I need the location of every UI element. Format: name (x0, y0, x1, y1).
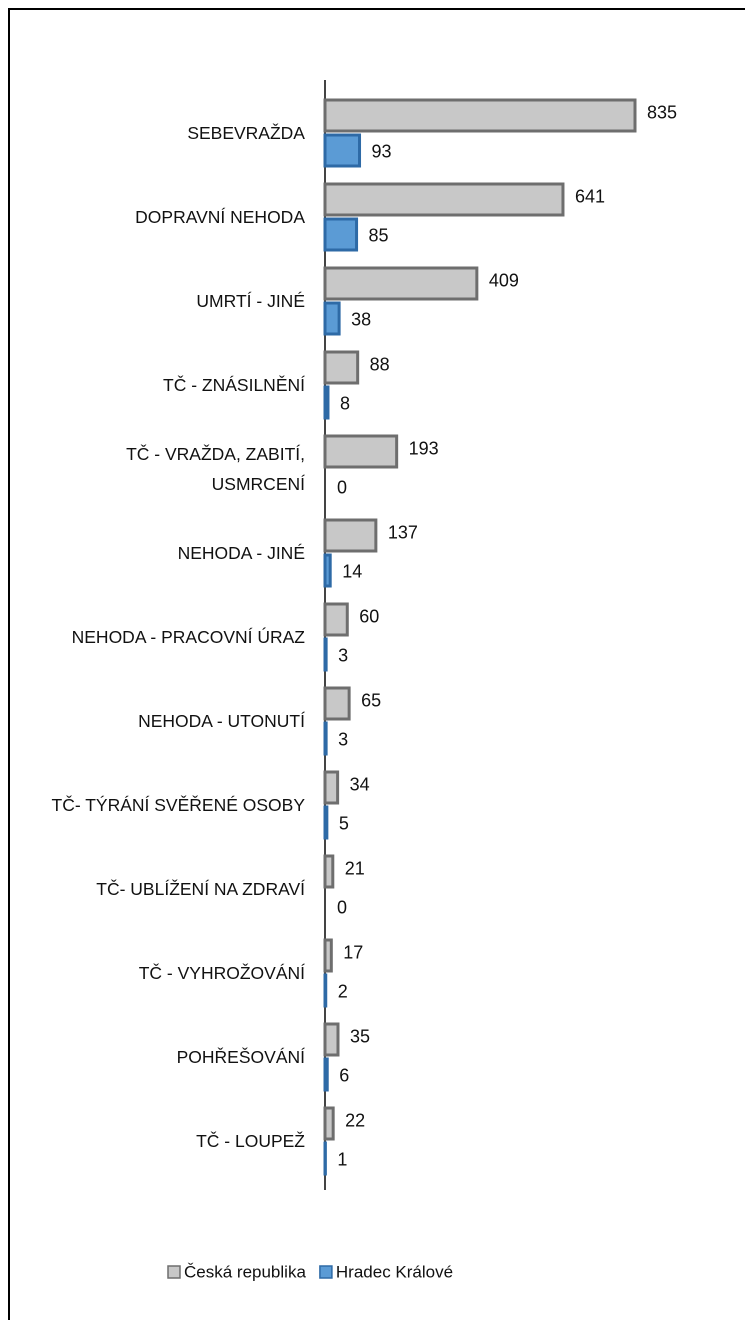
value-label: 409 (489, 270, 519, 290)
bar (323, 854, 335, 889)
bar (323, 637, 328, 672)
value-label: 3 (338, 645, 348, 665)
category-label: TČ - VRAŽDA, ZABITÍ, USMRCENÍ (126, 444, 305, 494)
value-label: 835 (647, 102, 677, 122)
frame (8, 8, 745, 1320)
category-label: TČ- TÝRÁNÍ SVĚŘENÉ OSOBY (51, 795, 305, 815)
category-label: POHŘEŠOVÁNÍ (176, 1047, 305, 1067)
bar (323, 938, 333, 973)
bar (323, 98, 637, 133)
value-label: 38 (351, 309, 371, 329)
value-label: 0 (337, 897, 347, 917)
bar (323, 434, 399, 469)
legend-label: Hradec Králové (336, 1262, 453, 1281)
bar (323, 1057, 329, 1092)
value-label: 85 (369, 225, 389, 245)
value-label: 34 (350, 774, 370, 794)
category-label: NEHODA - UTONUTÍ (138, 711, 305, 731)
value-label: 3 (338, 729, 348, 749)
value-label: 5 (339, 813, 349, 833)
value-label: 21 (345, 858, 365, 878)
bar (323, 266, 479, 301)
category-label: NEHODA - PRACOVNÍ ÚRAZ (71, 627, 305, 647)
value-label: 137 (388, 522, 418, 542)
category-label: DOPRAVNÍ NEHODA (135, 207, 305, 227)
bar (323, 133, 362, 168)
value-label: 60 (359, 606, 379, 626)
value-label: 0 (337, 477, 347, 497)
category-label: TČ - VYHROŽOVÁNÍ (138, 963, 305, 983)
bar (323, 518, 378, 553)
legend-swatch (319, 1265, 333, 1279)
value-label: 14 (342, 561, 362, 581)
bar (323, 686, 351, 721)
value-label: 35 (350, 1026, 370, 1046)
value-label: 8 (340, 393, 350, 413)
bar (323, 770, 340, 805)
value-label: 1 (337, 1149, 347, 1169)
bar (323, 182, 565, 217)
bar (323, 217, 359, 252)
value-label: 6 (339, 1065, 349, 1085)
category-label: TČ- UBLÍŽENÍ NA ZDRAVÍ (96, 879, 305, 899)
bar (323, 1106, 335, 1141)
value-label: 2 (338, 981, 348, 1001)
bar (323, 721, 328, 756)
bar (323, 1022, 340, 1057)
bar (323, 805, 329, 840)
value-label: 22 (345, 1110, 365, 1130)
value-label: 641 (575, 186, 605, 206)
bar (323, 301, 341, 336)
bar (323, 385, 330, 420)
bar (323, 350, 360, 385)
value-label: 88 (370, 354, 390, 374)
value-label: 193 (409, 438, 439, 458)
category-label: SEBEVRAŽDA (187, 123, 305, 143)
bar (323, 973, 328, 1008)
category-label: UMRTÍ - JINÉ (196, 291, 305, 311)
value-label: 93 (372, 141, 392, 161)
value-label: 17 (343, 942, 363, 962)
value-label: 65 (361, 690, 381, 710)
legend-label: Česká republika (184, 1262, 306, 1281)
bar (323, 553, 332, 588)
category-label: TČ - ZNÁSILNĚNÍ (163, 375, 305, 395)
legend-swatch (167, 1265, 181, 1279)
category-label: TČ - LOUPEŽ (196, 1131, 305, 1151)
category-label: NEHODA - JINÉ (177, 543, 305, 563)
bar (323, 602, 349, 637)
